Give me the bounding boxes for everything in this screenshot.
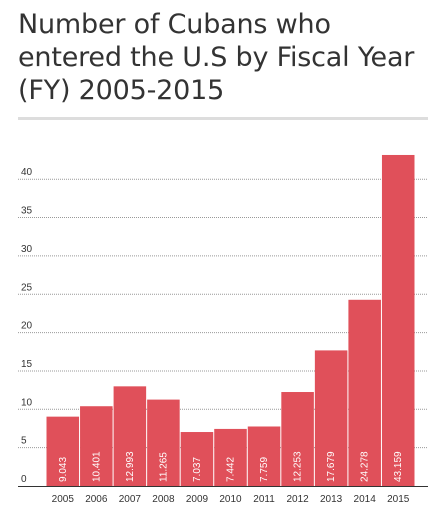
x-tick-label: 2013 xyxy=(320,494,343,505)
x-tick-label: 2014 xyxy=(354,494,377,505)
x-tick-label: 2011 xyxy=(253,494,275,505)
y-tick-label: 35 xyxy=(21,206,33,217)
bar-2011 xyxy=(247,426,281,486)
bar-2010 xyxy=(214,428,247,486)
bar-value-label: 43.159 xyxy=(393,451,404,482)
y-tick-label: 5 xyxy=(21,436,27,447)
x-tick-label: 2007 xyxy=(119,494,142,505)
x-tick-label: 2010 xyxy=(219,494,242,505)
bar-2005 xyxy=(46,416,80,486)
bar-2015 xyxy=(381,154,415,487)
bar-value-label: 7.037 xyxy=(192,457,203,482)
bar-value-label: 12.993 xyxy=(125,451,136,482)
y-tick-label: 25 xyxy=(21,282,33,293)
bar-2008 xyxy=(147,399,180,486)
y-tick-label: 0 xyxy=(21,474,27,485)
bar-2012 xyxy=(281,392,314,486)
y-tick-label: 30 xyxy=(21,244,33,255)
y-tick-label: 20 xyxy=(21,321,33,332)
bar-value-label: 10.401 xyxy=(91,451,102,482)
bar-2006 xyxy=(80,406,113,486)
y-tick-label: 40 xyxy=(21,167,33,178)
x-tick-label: 2006 xyxy=(85,494,108,505)
bar-value-label: 7.759 xyxy=(259,457,270,482)
x-tick-label: 2008 xyxy=(152,494,175,505)
bar-value-label: 24.278 xyxy=(360,451,371,482)
bar-2013 xyxy=(314,350,348,486)
x-tick-label: 2015 xyxy=(387,494,410,505)
bar-2009 xyxy=(180,432,214,486)
bars: 9.043 10.401 12.993 11.265 7.037 7.442 7.759 12… xyxy=(46,154,415,487)
x-axis-ticks: 2005 2006 2007 2008 2009 2010 2011 2012 2013 2014… xyxy=(52,494,410,505)
bar-value-label: 7.442 xyxy=(226,457,237,482)
chart-title: Number of Cubans who entered the U.S by … xyxy=(18,9,415,106)
y-tick-label: 15 xyxy=(21,359,33,370)
bar-value-label: 9.043 xyxy=(58,457,69,482)
x-tick-label: 2009 xyxy=(186,494,209,505)
bar-value-label: 17.679 xyxy=(326,451,337,482)
bar-value-label: 11.265 xyxy=(158,452,169,482)
x-tick-label: 2005 xyxy=(52,494,75,505)
y-tick-label: 10 xyxy=(21,397,33,408)
bar-2007 xyxy=(113,386,147,486)
bar-value-label: 12.253 xyxy=(293,451,304,482)
bar-2014 xyxy=(348,299,381,486)
x-tick-label: 2012 xyxy=(286,494,309,505)
title-divider xyxy=(18,117,428,120)
y-axis-ticks: 0 5 10 15 20 25 30 35 40 xyxy=(21,167,33,485)
